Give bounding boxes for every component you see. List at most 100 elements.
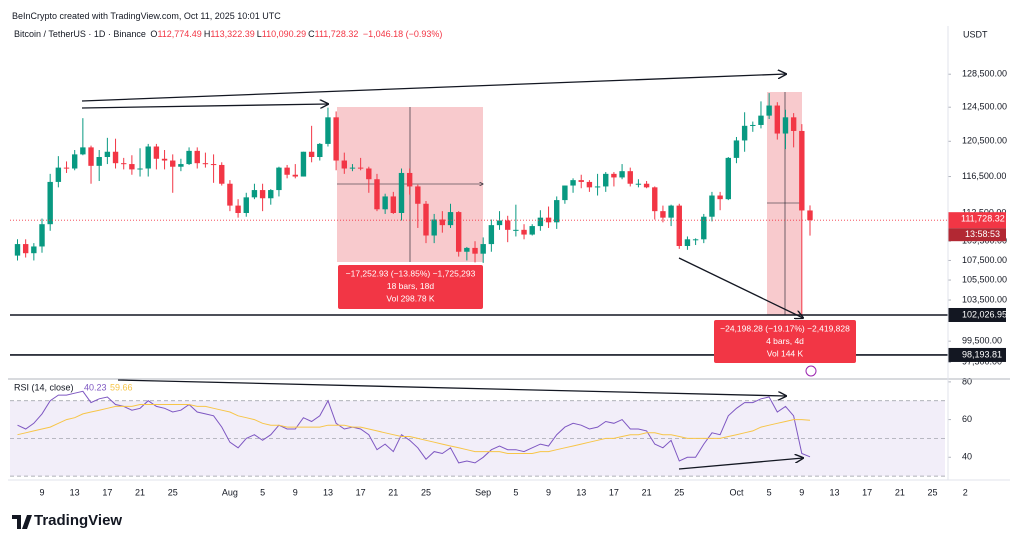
last-price-tag xyxy=(948,212,1006,229)
candle-body xyxy=(586,181,593,188)
rsi-line xyxy=(17,404,811,454)
candle-body xyxy=(88,147,94,166)
candle-body xyxy=(292,174,298,177)
countdown: 13:58:53 xyxy=(965,229,1000,239)
candle-body xyxy=(635,183,642,185)
candle-body xyxy=(431,219,437,236)
candle-body xyxy=(80,147,86,155)
x-tick-label: 25 xyxy=(674,487,684,497)
candle-body xyxy=(750,124,756,126)
candle-body xyxy=(308,151,315,158)
rsi-title: RSI (14, close) xyxy=(14,382,74,392)
ohlc: O112,774.49 H113,322.39 L110,090.29 C111,72… xyxy=(148,29,360,39)
candle-body xyxy=(774,105,781,134)
candle-body xyxy=(717,195,723,200)
x-tick-label: 5 xyxy=(513,487,518,497)
ohlc-value: 112,774.49 xyxy=(157,29,202,39)
candle-body xyxy=(725,157,731,200)
candle-body xyxy=(619,171,625,178)
ohlc-value: 111,728.32 xyxy=(314,29,359,39)
level-tag xyxy=(948,347,1006,362)
candle-body xyxy=(603,173,609,187)
x-tick-label: 25 xyxy=(168,487,178,497)
symbol-title: Bitcoin / TetherUS · 1D · Binance xyxy=(14,29,146,39)
x-tick-label: 21 xyxy=(895,487,905,497)
x-tick-label: Sep xyxy=(475,487,491,497)
candle-body xyxy=(145,146,151,169)
candle-body xyxy=(333,117,339,161)
candle-body xyxy=(284,167,290,175)
candle-body xyxy=(415,186,421,204)
x-tick-label: 9 xyxy=(546,487,551,497)
rsi-y-tick-label: 60 xyxy=(962,414,972,424)
symbol-header: Bitcoin / TetherUS · 1D · Binance O112,7… xyxy=(14,29,444,39)
x-tick-label: 9 xyxy=(293,487,298,497)
trend-arrow xyxy=(678,458,803,470)
change-label: −1,046.18 (−0.93%) xyxy=(362,29,443,39)
candle-body xyxy=(807,210,813,221)
candle-body xyxy=(701,216,707,240)
measure-text: Vol 298.78 K xyxy=(386,293,435,303)
x-tick-label: 17 xyxy=(609,487,619,497)
x-tick-label: 17 xyxy=(356,487,366,497)
candle-body xyxy=(22,244,29,254)
candle-body xyxy=(47,181,53,225)
candle-body xyxy=(276,167,282,191)
y-tick-label: 103,500.00 xyxy=(962,294,1007,304)
candle-body xyxy=(14,244,21,256)
candle-body xyxy=(374,179,380,210)
brand: TradingView xyxy=(34,512,123,529)
candle-body xyxy=(799,130,805,211)
candle-body xyxy=(627,171,633,184)
candle-body xyxy=(317,143,323,158)
alert-icon[interactable] xyxy=(805,365,817,377)
candle-body xyxy=(480,244,486,254)
ohlc-key: C xyxy=(308,29,315,39)
candle-body xyxy=(268,190,274,199)
candle-body xyxy=(112,151,119,164)
brand-logo xyxy=(12,515,32,529)
trend-arrow xyxy=(81,74,786,102)
rsi-line xyxy=(17,390,811,464)
candle-body xyxy=(251,190,258,198)
level-label: 98,193.81 xyxy=(962,349,1002,359)
candle-body xyxy=(455,212,462,252)
ohlc-value: 113,322.39 xyxy=(210,29,255,39)
x-tick-label: 9 xyxy=(799,487,804,497)
candle-body xyxy=(382,196,388,210)
candle-body xyxy=(692,239,699,241)
candle-body xyxy=(325,117,331,144)
candle-body xyxy=(709,195,715,217)
candle-body xyxy=(545,217,552,223)
candle-body xyxy=(31,246,37,254)
candle-body xyxy=(161,158,168,161)
candle-body xyxy=(472,247,478,254)
rsi-y-tick-label: 40 xyxy=(962,452,972,462)
measure-text: −24,198.28 (−19.17%) −2,419,828 xyxy=(720,323,850,333)
candle-body xyxy=(219,164,225,184)
candle-body xyxy=(243,197,249,214)
candle-body xyxy=(562,185,568,201)
candle-body xyxy=(668,205,674,218)
rsi-value: 40.23 xyxy=(84,382,107,392)
candle-body xyxy=(227,183,233,206)
x-tick-label: 17 xyxy=(862,487,872,497)
candle-body xyxy=(439,219,446,226)
measure-text: 18 bars, 18d xyxy=(387,281,435,291)
candle-body xyxy=(447,212,454,226)
x-tick-label: 13 xyxy=(576,487,586,497)
candle-body xyxy=(153,146,160,159)
y-tick-label: 105,500.00 xyxy=(962,274,1007,284)
candle-body xyxy=(537,217,544,227)
candle-body xyxy=(570,180,576,186)
candle-body xyxy=(71,154,78,169)
ohlc-value: 110,090.29 xyxy=(261,29,307,39)
x-tick-label: 13 xyxy=(323,487,333,497)
credit: BeInCrypto created with TradingView.com,… xyxy=(12,11,281,21)
candle-body xyxy=(513,229,519,231)
candle-body xyxy=(790,117,797,131)
y-tick-label: 99,500.00 xyxy=(962,336,1002,346)
candle-body xyxy=(63,167,70,169)
candle-body xyxy=(235,205,241,214)
candle-body xyxy=(464,247,470,252)
